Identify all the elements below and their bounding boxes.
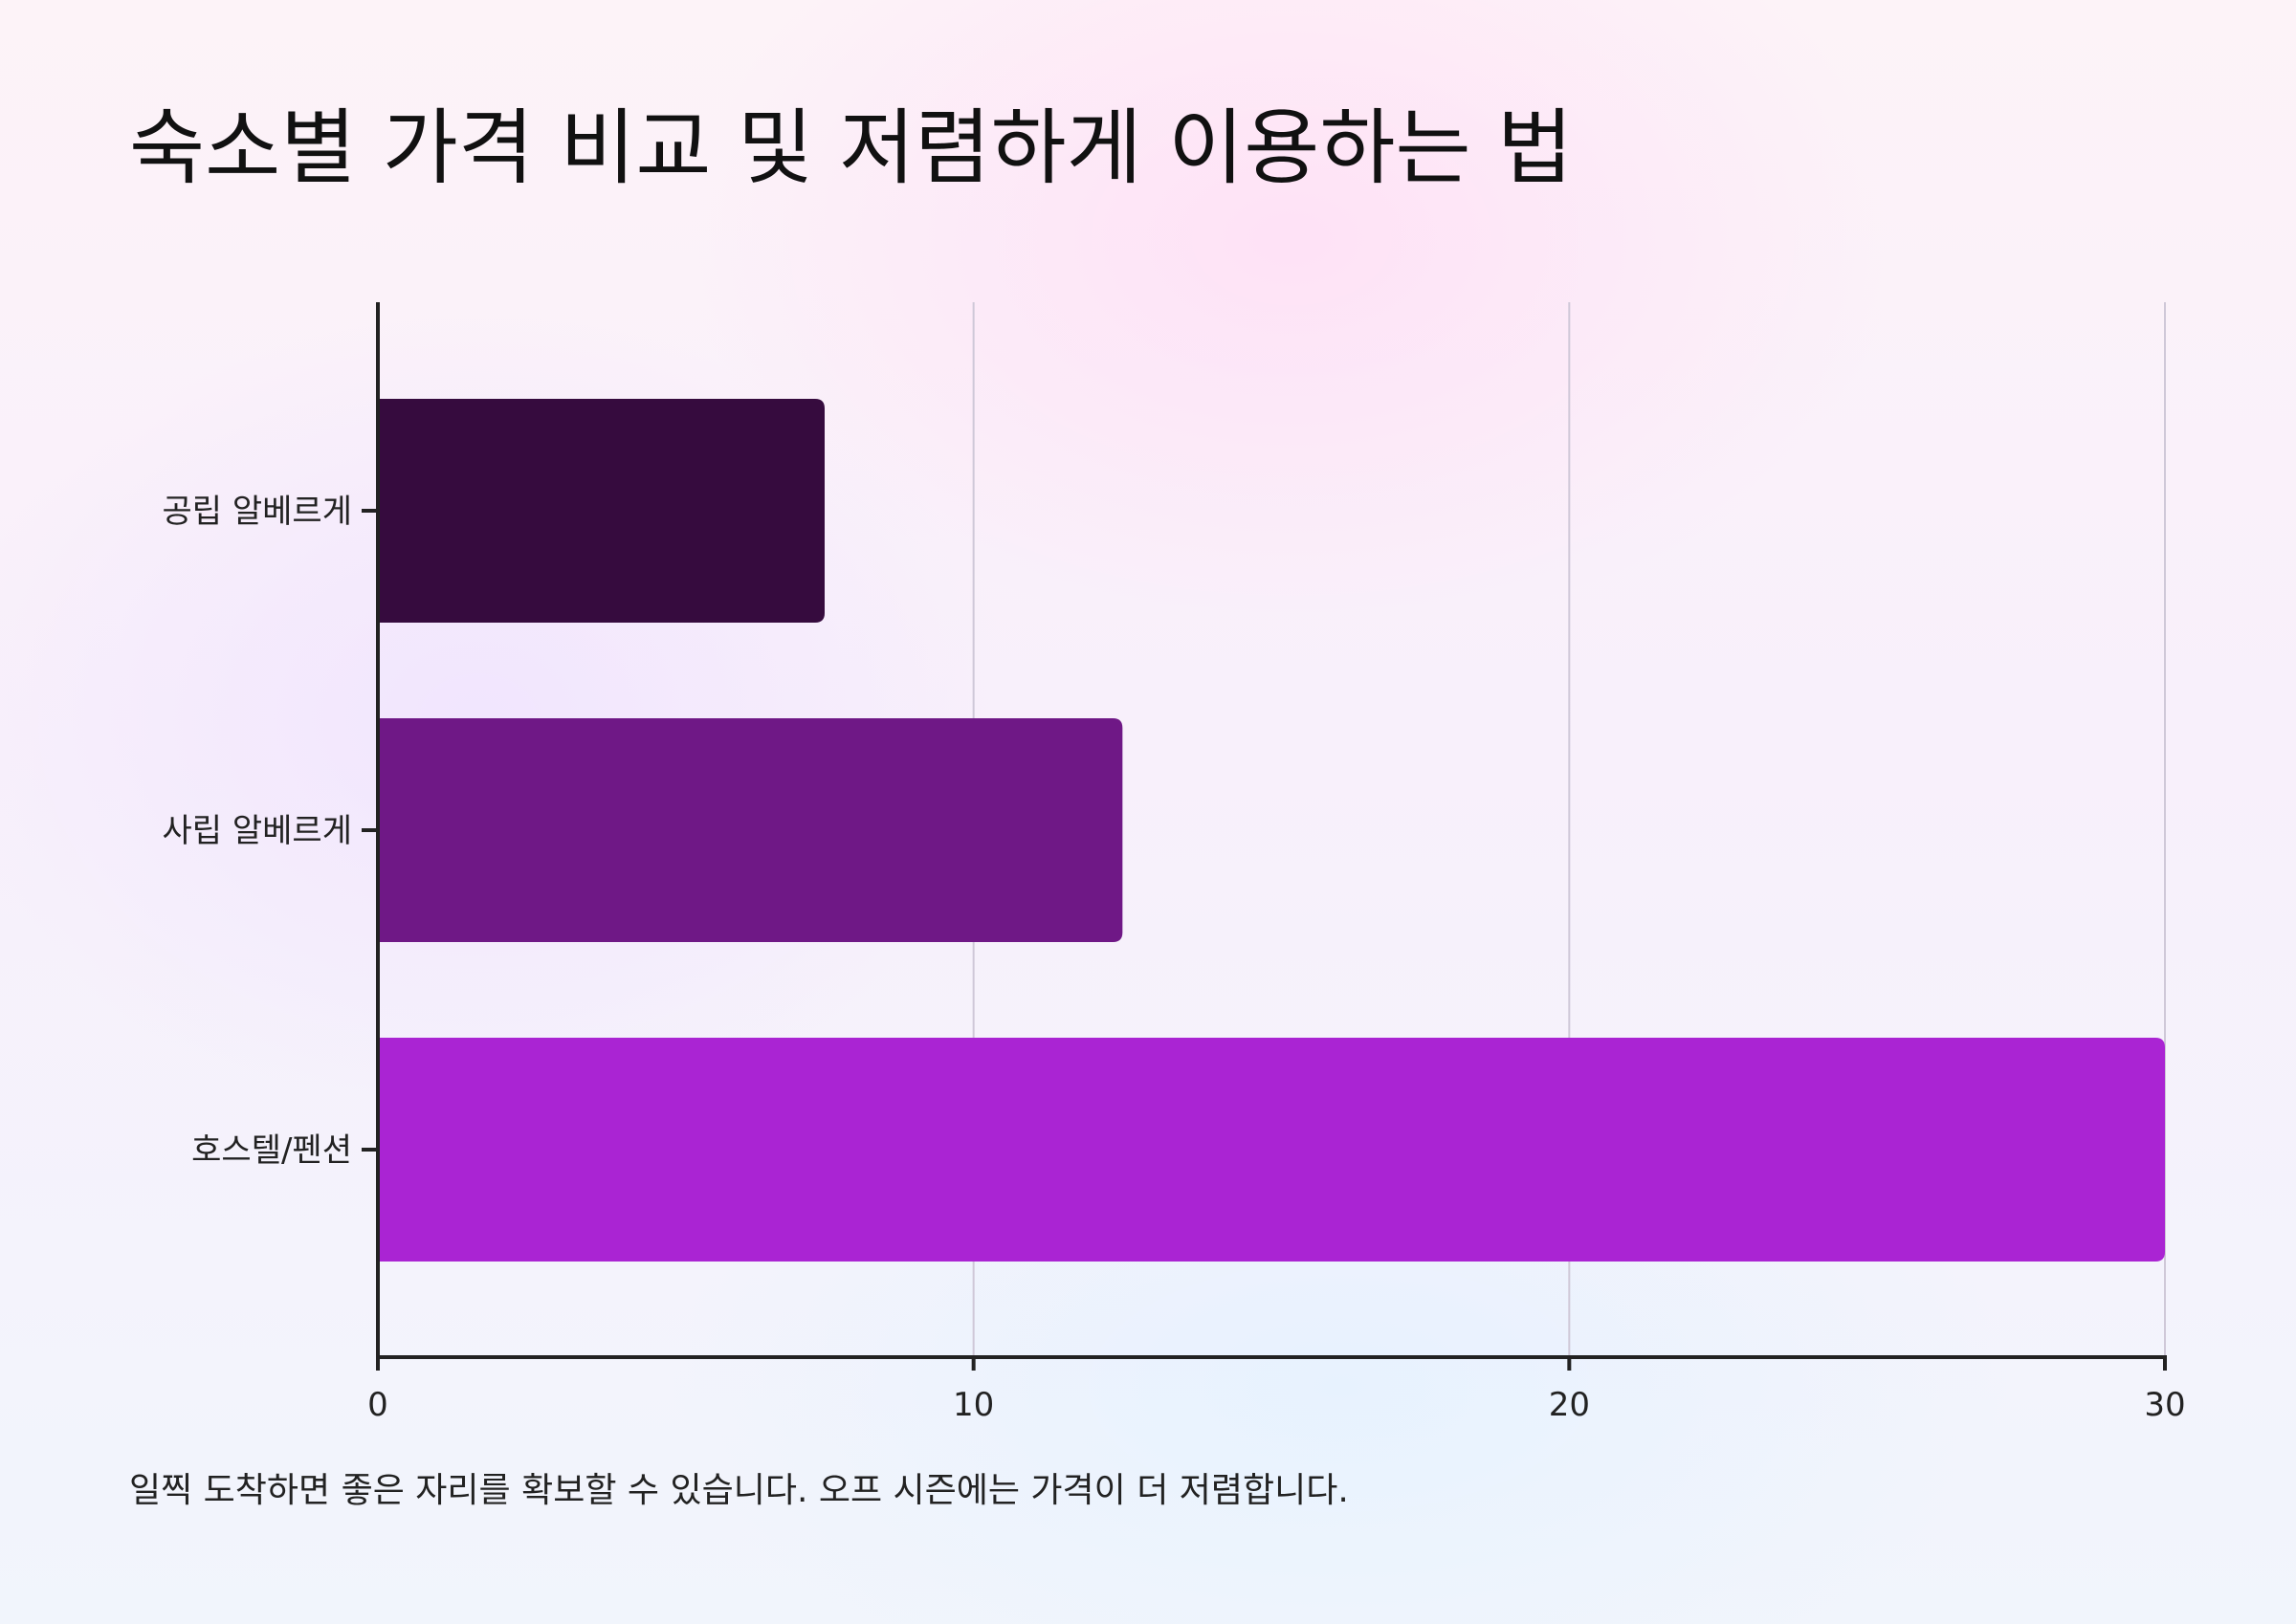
category-label: 공립 알베르게 (163, 493, 353, 531)
category-label: 호스텔/펜션 (191, 1131, 352, 1170)
bar-1 (378, 399, 825, 623)
chart-title: 숙소별 가격 비교 및 저렴하게 이용하는 법 (129, 100, 1574, 196)
category-label: 사립 알베르게 (163, 812, 353, 850)
x-tick-label: 30 (2144, 1386, 2185, 1424)
axes (362, 302, 2167, 1371)
x-tick-label: 10 (953, 1386, 994, 1424)
bar-3 (378, 1038, 2165, 1262)
bar-2 (378, 718, 1123, 942)
chart-footnote: 일찍 도착하면 좋은 자리를 확보할 수 있습니다. 오프 시즌에는 가격이 더… (129, 1471, 1349, 1510)
x-tick-label: 0 (367, 1386, 388, 1424)
bars (378, 399, 2165, 1262)
x-tick-label: 20 (1549, 1386, 1590, 1424)
